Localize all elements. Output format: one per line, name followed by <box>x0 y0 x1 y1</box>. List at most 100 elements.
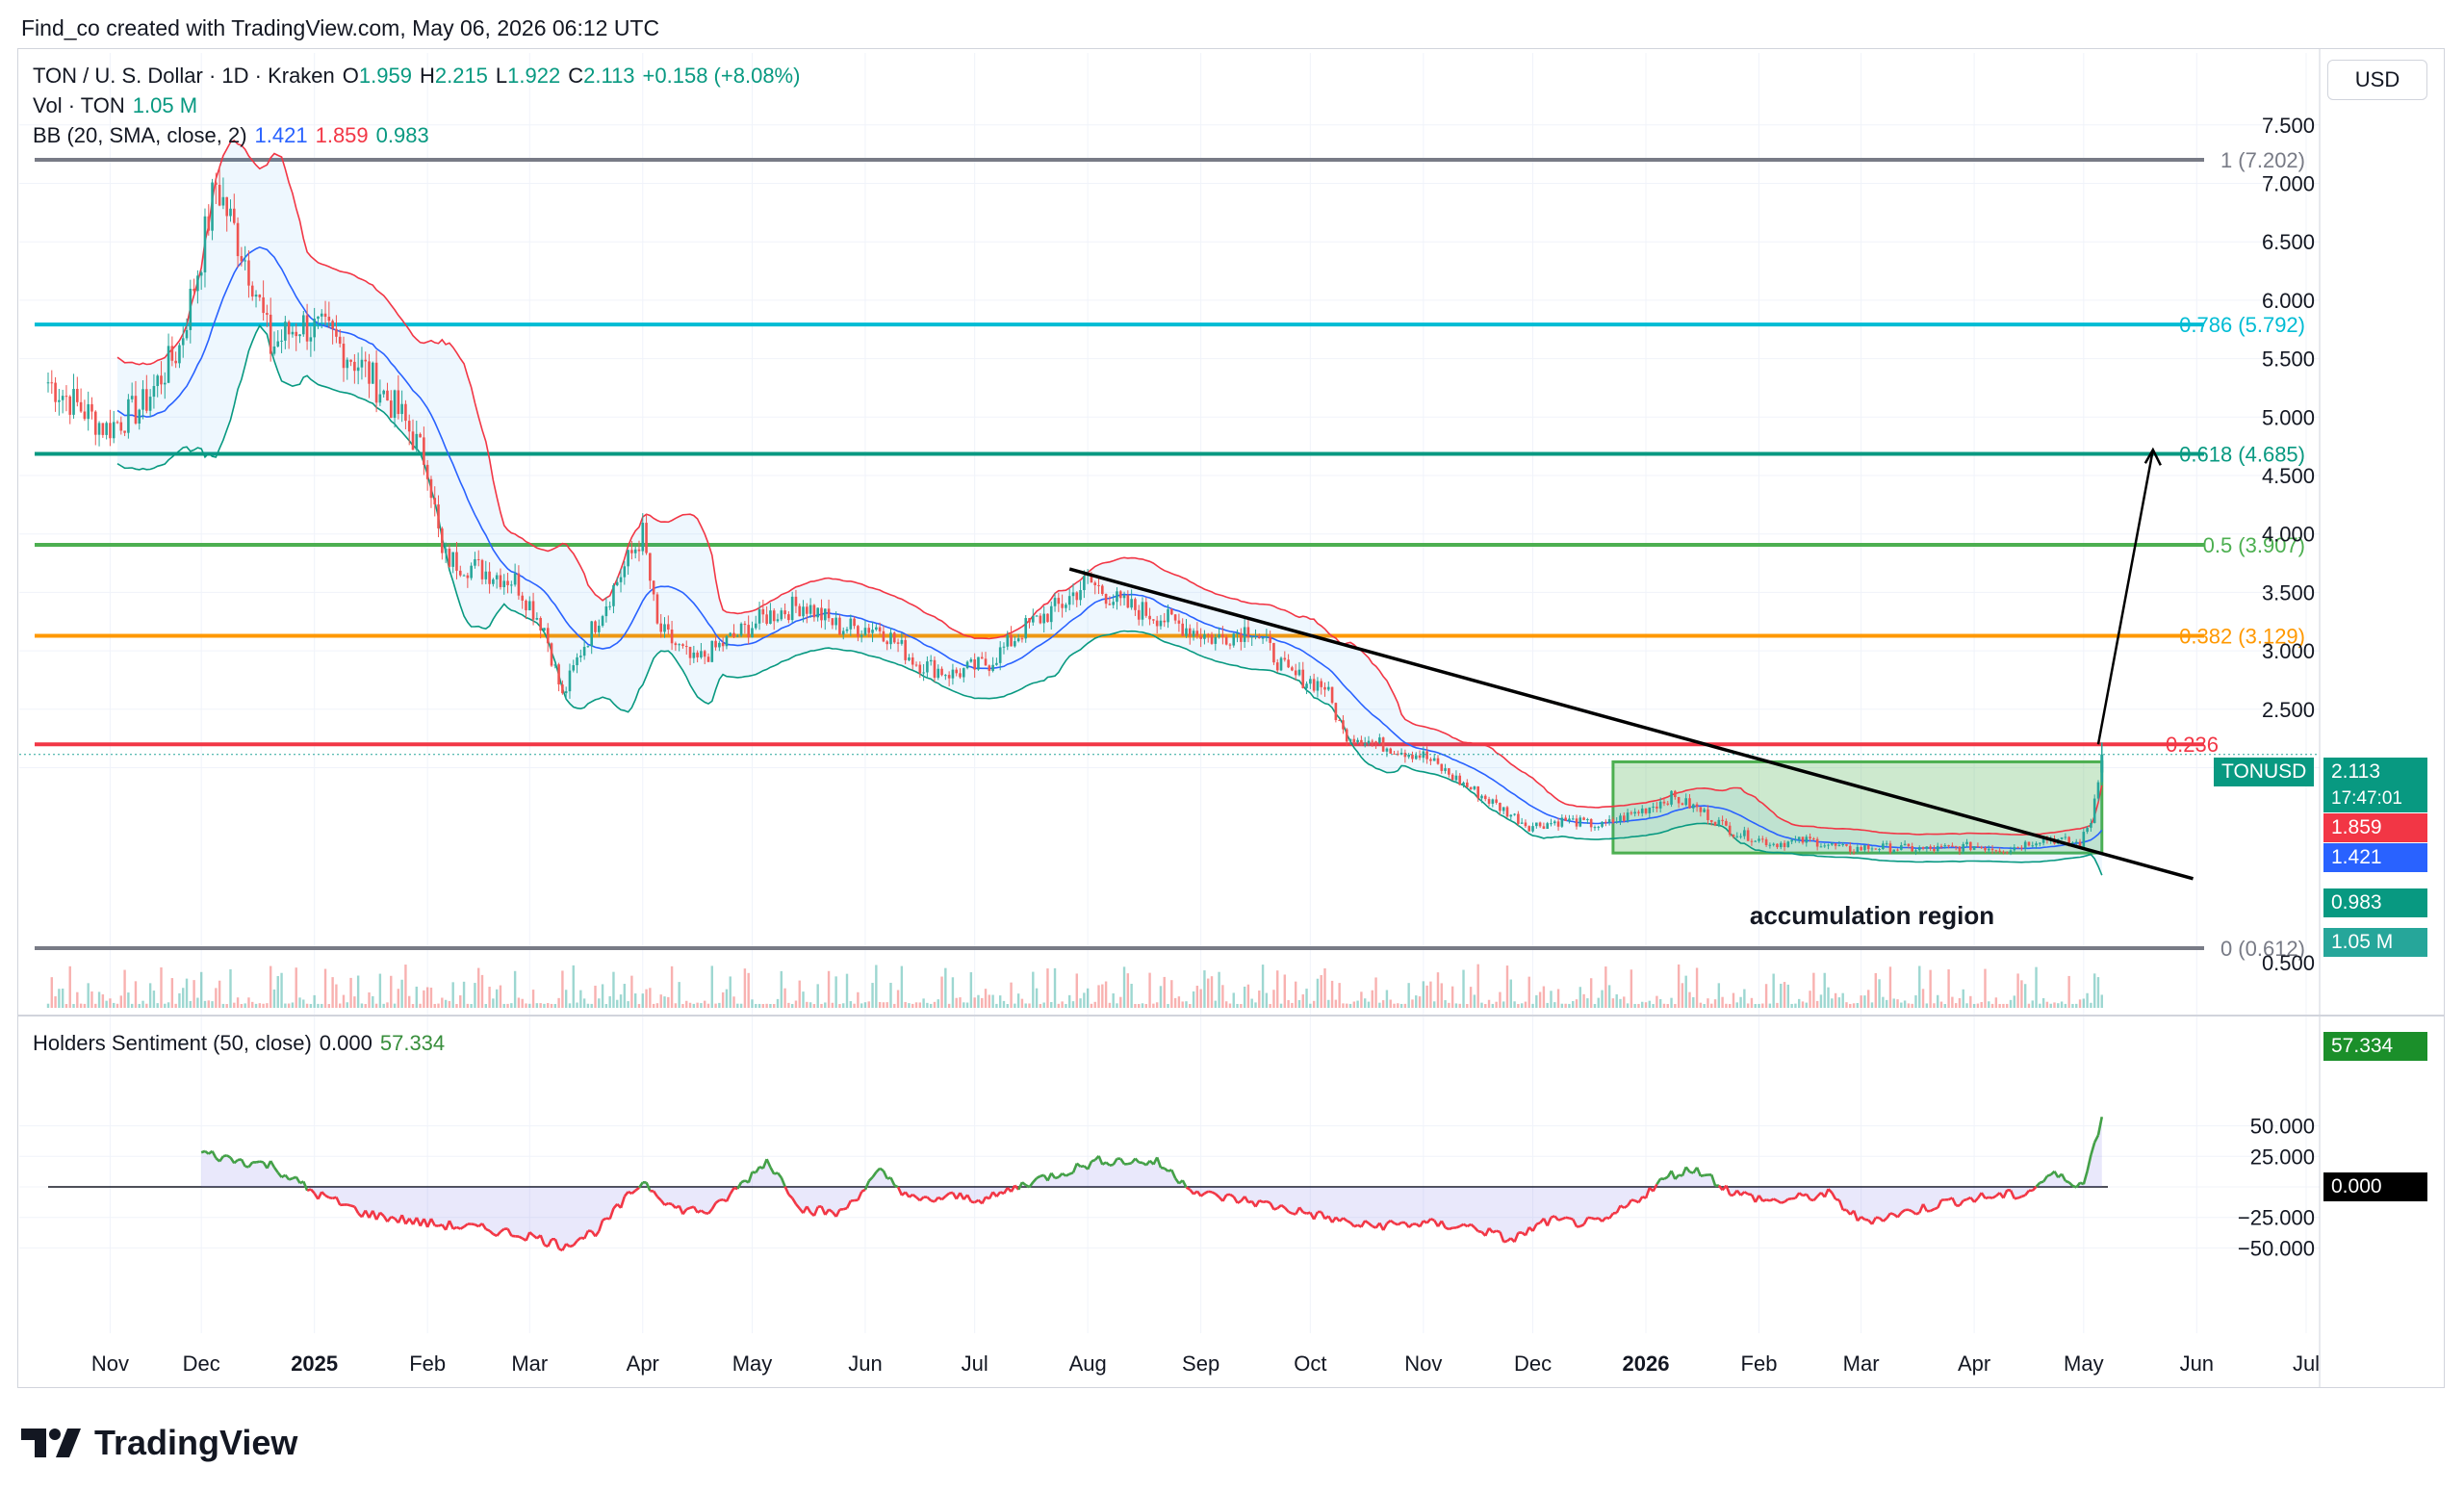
candle-body <box>853 618 856 627</box>
osc-segment <box>1780 1200 1785 1204</box>
low-label: L <box>495 64 508 88</box>
bb-label[interactable]: BB (20, SMA, close, 2) <box>33 123 247 147</box>
volume-bar <box>342 994 346 1008</box>
candle-body <box>637 549 641 552</box>
osc-segment <box>1017 1181 1024 1191</box>
candle-body <box>448 548 451 567</box>
osc-segment <box>569 1244 575 1248</box>
volume-bar <box>1192 991 1195 1008</box>
volume-bar <box>1878 979 1881 1008</box>
volume-bar <box>1947 969 1950 1008</box>
candle-body <box>134 396 138 424</box>
volume-bar <box>1181 1001 1184 1008</box>
candle-body <box>808 605 812 614</box>
osc-segment <box>904 1191 911 1198</box>
volume-bar <box>2096 977 2100 1008</box>
candle-body <box>295 331 298 337</box>
volume-bar <box>1615 993 1618 1008</box>
candle-body <box>889 632 892 645</box>
candle-body <box>90 403 93 412</box>
candle-body <box>1159 620 1163 627</box>
candle-body <box>1083 576 1086 591</box>
osc-segment <box>722 1198 728 1203</box>
volume-bar <box>298 997 301 1008</box>
projection-arrow-head <box>2143 447 2162 466</box>
osc-segment <box>879 1167 885 1172</box>
osc-segment <box>608 1207 615 1220</box>
candle-body <box>649 553 652 581</box>
osc-segment <box>1425 1218 1432 1224</box>
chart-attribution: Find_co created with TradingView.com, Ma… <box>21 15 660 40</box>
candle-body <box>977 656 980 670</box>
volume-bar <box>1448 1002 1450 1008</box>
volume-bar <box>1582 993 1585 1008</box>
candle-body <box>1856 846 1860 852</box>
volume-bar <box>1411 999 1414 1008</box>
volume-bar <box>1951 996 1954 1008</box>
volume-bar <box>1607 985 1611 1008</box>
volume-bar <box>317 1003 320 1008</box>
candle-body <box>1943 845 1947 847</box>
osc-segment <box>664 1201 669 1206</box>
bb-upper-line <box>116 140 2103 837</box>
volume-bar <box>1564 1003 1567 1008</box>
candle-body <box>1776 843 1779 848</box>
volume-bar <box>1407 983 1410 1008</box>
candle-body <box>1393 753 1396 755</box>
volume-bar <box>896 990 900 1008</box>
volume-bar <box>1053 967 1057 1008</box>
symbol-title[interactable]: TON / U. S. Dollar · 1D · Kraken <box>33 64 335 88</box>
osc-segment <box>1229 1193 1235 1198</box>
candles <box>19 166 2320 856</box>
osc-segment <box>2090 1142 2096 1156</box>
candle-body <box>2027 841 2031 846</box>
volume-bar <box>1568 1003 1571 1008</box>
legend-oscillator-row: Holders Sentiment (50, close) 0.000 57.334 <box>33 1031 452 1056</box>
tradingview-logo[interactable]: TradingView <box>21 1423 297 1463</box>
x-tick-label: Sep <box>1182 1351 1219 1376</box>
volume-bar <box>1444 1000 1447 1008</box>
osc-segment <box>1127 1161 1133 1166</box>
candle-body <box>739 623 743 636</box>
candle-body <box>1301 669 1305 688</box>
osc-segment <box>390 1215 396 1220</box>
osc-segment <box>623 1191 629 1197</box>
volume-bar <box>1309 1003 1312 1008</box>
volume-bar <box>1630 969 1633 1008</box>
volume-bar <box>769 1003 772 1008</box>
fib-label-0: 0 (0.612) <box>2220 937 2305 961</box>
volume-bar <box>2013 995 2016 1008</box>
volume-bar <box>1815 1000 1819 1008</box>
volume-bar <box>160 966 163 1008</box>
candle-body <box>1371 740 1374 742</box>
candle-body <box>1611 819 1615 823</box>
volume-bar <box>433 1003 436 1008</box>
candle-body <box>250 285 254 297</box>
volume-bar <box>1656 995 1658 1008</box>
oscillator-label[interactable]: Holders Sentiment (50, close) <box>33 1031 312 1055</box>
candle-body <box>2035 843 2038 846</box>
osc-segment <box>1459 1223 1465 1228</box>
candle-body <box>1101 585 1104 595</box>
volume-bar <box>127 992 130 1008</box>
osc-segment <box>379 1211 385 1218</box>
osc-segment <box>2024 1190 2031 1197</box>
volume-bar <box>1780 983 1783 1008</box>
candle-body <box>1954 845 1958 847</box>
candle-body <box>2086 827 2089 833</box>
volume-label[interactable]: Vol · TON <box>33 93 125 117</box>
candle-body <box>615 581 619 585</box>
volume-bar <box>1173 997 1177 1008</box>
volume-bar <box>349 977 352 1008</box>
candle-body <box>1527 826 1531 832</box>
candle-body <box>1272 642 1275 663</box>
candle-body <box>1768 844 1772 846</box>
candle-body <box>988 665 991 671</box>
volume-bar <box>1466 1004 1469 1008</box>
osc-segment <box>842 1206 848 1211</box>
currency-button[interactable]: USD <box>2327 60 2427 100</box>
candle-body <box>1794 839 1797 841</box>
osc-segment <box>1870 1217 1877 1225</box>
volume-bar <box>889 982 892 1008</box>
